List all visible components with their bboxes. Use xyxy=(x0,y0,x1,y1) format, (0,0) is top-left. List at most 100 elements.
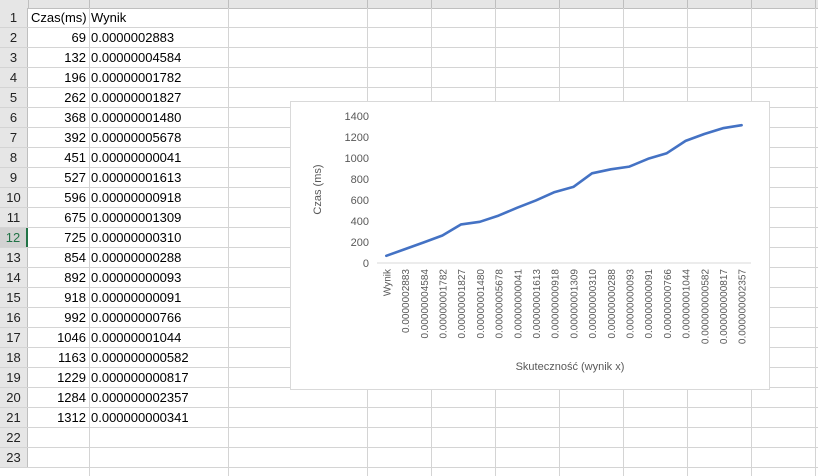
cell-wynik[interactable]: 0.000000000341 xyxy=(91,410,189,425)
table-row[interactable]: 22 xyxy=(0,428,818,448)
cell-wynik[interactable]: 0.000000000582 xyxy=(91,350,189,365)
column-separator[interactable] xyxy=(623,0,624,8)
select-all-corner[interactable] xyxy=(0,0,29,8)
cell-czas[interactable]: 1312 xyxy=(57,410,86,425)
row-number[interactable]: 10 xyxy=(0,188,28,207)
row-number[interactable]: 15 xyxy=(0,288,28,307)
column-separator[interactable] xyxy=(559,0,560,8)
cell-wynik[interactable]: 0.00000000766 xyxy=(91,310,182,325)
row-number[interactable]: 11 xyxy=(0,208,28,227)
cell-wynik[interactable]: 0.000000000817 xyxy=(91,370,189,385)
y-tick-label: 200 xyxy=(351,237,369,249)
cell-wynik[interactable]: 0.000000002357 xyxy=(91,390,189,405)
cell-wynik[interactable]: 0.00000000288 xyxy=(91,250,182,265)
row-number[interactable]: 17 xyxy=(0,328,28,347)
cell-czas[interactable]: 725 xyxy=(64,230,86,245)
cell-czas[interactable]: 892 xyxy=(64,270,86,285)
row-number[interactable]: 5 xyxy=(0,88,28,107)
cell-czas[interactable]: 1046 xyxy=(57,330,86,345)
cell-czas[interactable]: 392 xyxy=(64,130,86,145)
cell-czas[interactable]: 1284 xyxy=(57,390,86,405)
table-row[interactable]: 3 132 0.00000004584 xyxy=(0,48,818,68)
cell-wynik[interactable]: 0.00000001613 xyxy=(91,170,182,185)
row-number[interactable]: 14 xyxy=(0,268,28,287)
cell-czas[interactable]: 675 xyxy=(64,210,86,225)
cell-wynik[interactable]: 0.00000001309 xyxy=(91,210,182,225)
column-separator[interactable] xyxy=(815,0,816,8)
row-number[interactable]: 7 xyxy=(0,128,28,147)
cell-czas[interactable]: 368 xyxy=(64,110,86,125)
cell-wynik[interactable]: 0.00000001044 xyxy=(91,330,182,345)
x-tick-label: 0.00000000288 xyxy=(607,269,618,339)
x-tick-label: 0.00000001782 xyxy=(438,269,449,339)
cell-wynik[interactable]: 0.00000005678 xyxy=(91,130,182,145)
x-tick-label: 0.00000000766 xyxy=(663,269,674,339)
column-separator[interactable] xyxy=(687,0,688,8)
cell-wynik[interactable]: 0.00000001480 xyxy=(91,110,182,125)
cell-wynik[interactable]: 0.00000000093 xyxy=(91,270,182,285)
y-tick-label: 1200 xyxy=(345,132,369,144)
row-number[interactable]: 8 xyxy=(0,148,28,167)
cell-wynik[interactable]: 0.00000000310 xyxy=(91,230,182,245)
cell-czas[interactable]: 854 xyxy=(64,250,86,265)
cell-czas[interactable]: 1229 xyxy=(57,370,86,385)
cell-wynik[interactable]: 0.00000001782 xyxy=(91,70,182,85)
line-chart[interactable]: 0 200 400 600 800 1000 1200 1400 Wynik 0.00000028… xyxy=(290,101,770,390)
cell-czas[interactable]: 262 xyxy=(64,90,86,105)
row-number[interactable]: 19 xyxy=(0,368,28,387)
row-number[interactable]: 13 xyxy=(0,248,28,267)
cell-czas[interactable]: 69 xyxy=(71,30,86,45)
column-separator[interactable] xyxy=(89,0,90,8)
cell-wynik[interactable]: 0.00000000091 xyxy=(91,290,182,305)
cell-wynik[interactable]: 0.00000000041 xyxy=(91,150,182,165)
table-row[interactable]: 23 xyxy=(0,448,818,468)
row-number[interactable]: 2 xyxy=(0,28,28,47)
cell-czas[interactable]: 918 xyxy=(64,290,86,305)
row-number[interactable]: 22 xyxy=(0,428,28,447)
row-number[interactable]: 16 xyxy=(0,308,28,327)
row-number[interactable]: 12 xyxy=(0,228,28,247)
y-tick-label: 1400 xyxy=(345,111,369,123)
column-separator[interactable] xyxy=(431,0,432,8)
cell-czas[interactable]: 1163 xyxy=(58,350,86,365)
cell-wynik[interactable]: 0.0000002883 xyxy=(91,30,175,45)
cell-b-header[interactable]: Wynik xyxy=(91,10,127,25)
cell-czas[interactable]: 451 xyxy=(64,150,86,165)
cell-czas[interactable]: 596 xyxy=(64,190,86,205)
row-number[interactable]: 4 xyxy=(0,68,28,87)
x-axis-title: Skuteczność (wynik x) xyxy=(516,361,625,373)
row-number[interactable]: 3 xyxy=(0,48,28,67)
column-separator[interactable] xyxy=(495,0,496,8)
cell-czas[interactable]: 527 xyxy=(64,170,86,185)
column-separator[interactable] xyxy=(751,0,752,8)
cell-wynik[interactable]: 0.00000004584 xyxy=(91,50,182,65)
cell-wynik[interactable]: 0.00000000918 xyxy=(91,190,182,205)
row-number[interactable]: 18 xyxy=(0,348,28,367)
cell-czas[interactable]: 992 xyxy=(64,310,86,325)
y-tick-label: 1000 xyxy=(345,153,369,165)
row-number[interactable]: 23 xyxy=(0,448,28,467)
table-row[interactable]: 20 1284 0.000000002357 xyxy=(0,388,818,408)
row-number[interactable]: 20 xyxy=(0,388,28,407)
row-number[interactable]: 9 xyxy=(0,168,28,187)
x-tick-label: 0.00000000918 xyxy=(551,269,562,339)
gridline xyxy=(228,8,229,476)
table-row[interactable]: 8 451 0.00000000041 xyxy=(0,148,818,168)
cell-wynik[interactable]: 0.00000001827 xyxy=(91,90,182,105)
column-separator[interactable] xyxy=(367,0,368,8)
table-row[interactable]: 21 1312 0.000000000341 xyxy=(0,408,818,428)
cell-czas[interactable]: 132 xyxy=(64,50,86,65)
row-number[interactable]: 21 xyxy=(0,408,28,427)
table-row[interactable]: 4 196 0.00000001782 xyxy=(0,68,818,88)
cell-czas[interactable] xyxy=(29,448,88,467)
y-tick-label: 400 xyxy=(351,216,369,228)
column-separator[interactable] xyxy=(228,0,229,8)
row-number[interactable]: 6 xyxy=(0,108,28,127)
row-number[interactable]: 1 xyxy=(0,8,28,27)
cell-czas[interactable] xyxy=(29,428,88,447)
chart-plot: 0 200 400 600 800 1000 1200 1400 Wynik 0.00000028… xyxy=(312,111,751,373)
table-row[interactable]: 2 69 0.0000002883 xyxy=(0,28,818,48)
cell-czas[interactable]: 196 xyxy=(64,70,86,85)
cell-a-header[interactable]: Czas(ms) xyxy=(31,10,87,25)
header-row[interactable]: 1 Czas(ms) Wynik xyxy=(0,8,818,28)
